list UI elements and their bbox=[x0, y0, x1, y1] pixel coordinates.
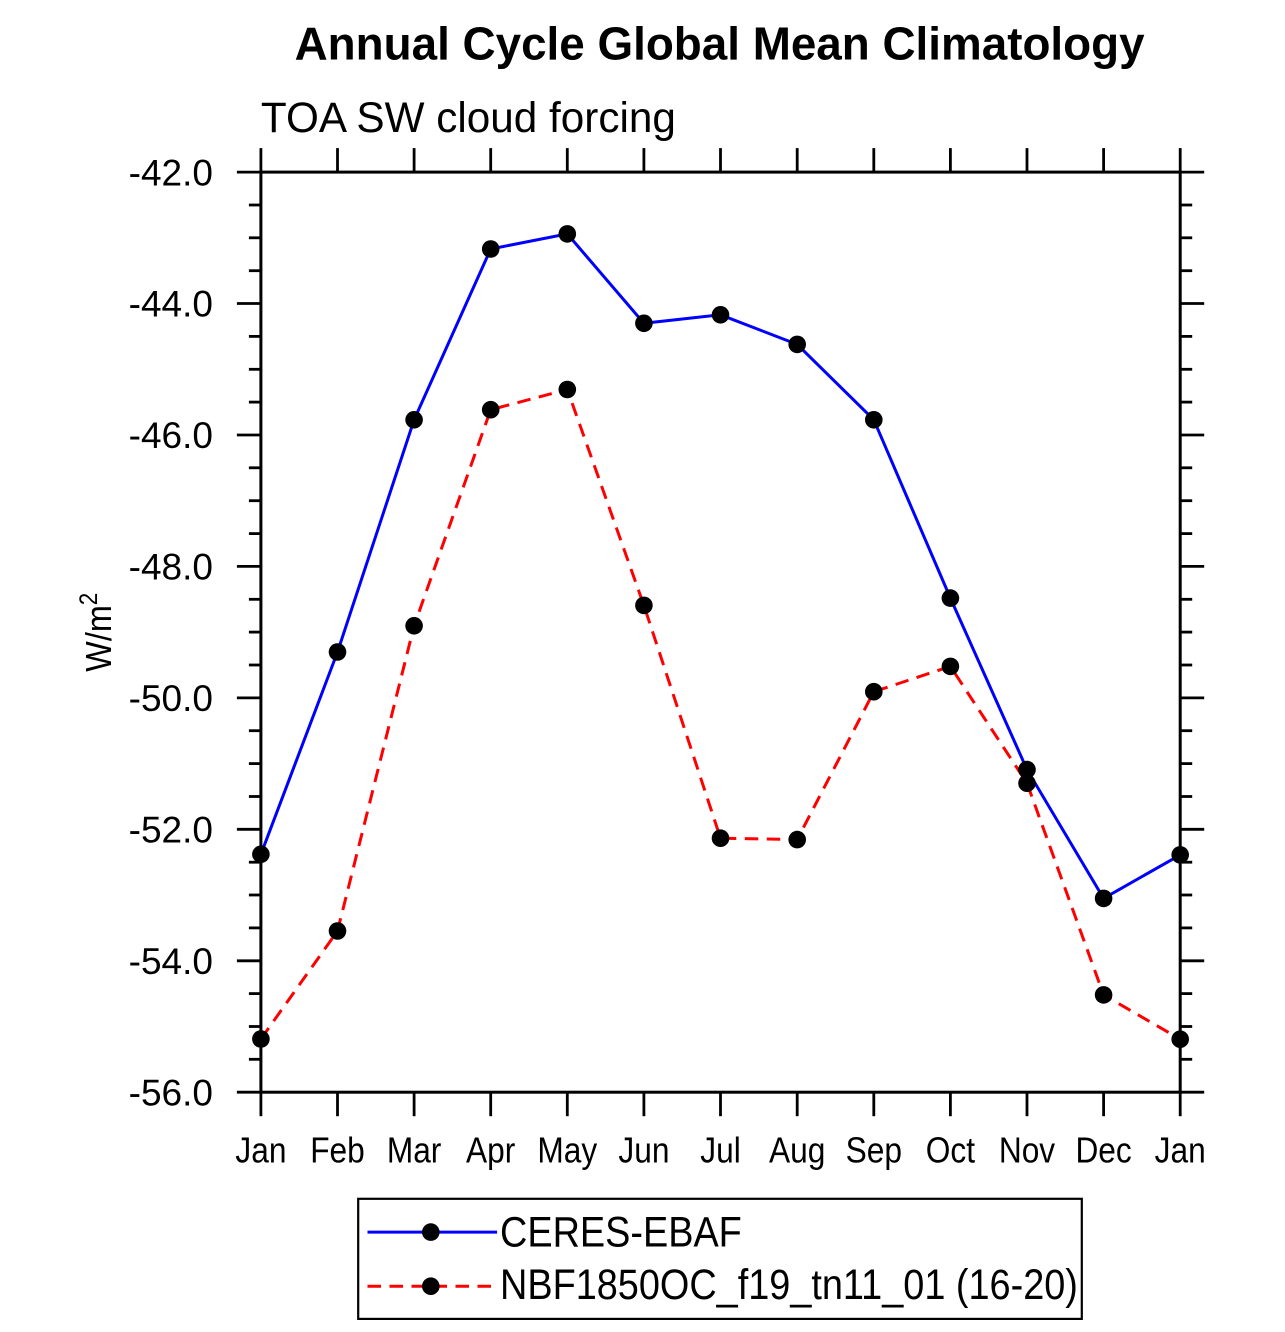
svg-text:-56.0: -56.0 bbox=[129, 1072, 213, 1113]
svg-text:May: May bbox=[537, 1130, 597, 1171]
svg-text:Feb: Feb bbox=[310, 1130, 365, 1171]
svg-text:Dec: Dec bbox=[1075, 1130, 1131, 1171]
svg-text:Oct: Oct bbox=[926, 1130, 975, 1171]
svg-text:Apr: Apr bbox=[466, 1130, 515, 1171]
svg-text:Jan: Jan bbox=[1155, 1130, 1206, 1171]
svg-text:-46.0: -46.0 bbox=[129, 415, 213, 456]
svg-text:-48.0: -48.0 bbox=[129, 547, 213, 588]
svg-text:NBF1850OC_f19_tn11_01 (16-20): NBF1850OC_f19_tn11_01 (16-20) bbox=[500, 1261, 1078, 1309]
svg-text:CERES-EBAF: CERES-EBAF bbox=[500, 1208, 742, 1256]
svg-text:Nov: Nov bbox=[999, 1130, 1055, 1171]
svg-text:-54.0: -54.0 bbox=[129, 941, 213, 982]
svg-text:Sep: Sep bbox=[846, 1130, 902, 1171]
svg-text:Annual Cycle Global Mean Clima: Annual Cycle Global Mean Climatology bbox=[295, 18, 1145, 70]
svg-text:-44.0: -44.0 bbox=[129, 284, 213, 325]
svg-text:Jan: Jan bbox=[235, 1130, 286, 1171]
svg-text:-52.0: -52.0 bbox=[129, 810, 213, 851]
svg-text:TOA SW cloud forcing: TOA SW cloud forcing bbox=[261, 94, 676, 142]
svg-text:Mar: Mar bbox=[387, 1130, 442, 1171]
svg-text:Jun: Jun bbox=[618, 1130, 669, 1171]
svg-text:W/m2: W/m2 bbox=[75, 593, 119, 672]
svg-text:-42.0: -42.0 bbox=[129, 152, 213, 193]
svg-text:Jul: Jul bbox=[700, 1130, 741, 1171]
svg-text:-50.0: -50.0 bbox=[129, 678, 213, 719]
svg-text:Aug: Aug bbox=[769, 1130, 825, 1171]
